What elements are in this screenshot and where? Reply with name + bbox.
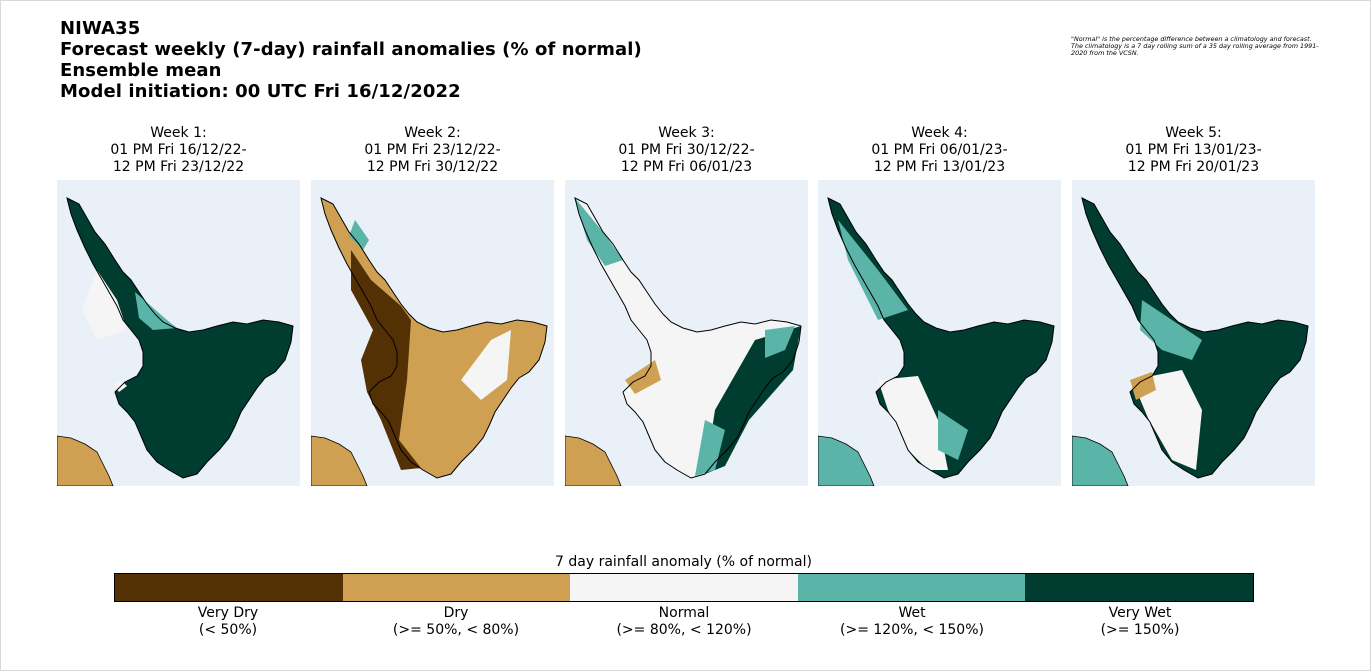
colorbar-label: 7 day rainfall anomaly (% of normal)	[555, 554, 812, 570]
anomaly-region	[705, 326, 801, 474]
week-start: 01 PM Fri 30/12/22-	[618, 142, 755, 158]
week-end: 12 PM Fri 13/01/23	[873, 159, 1006, 175]
anomaly-region	[878, 376, 948, 470]
anomaly-region	[938, 410, 968, 460]
week-start: 01 PM Fri 13/01/23-	[1125, 142, 1262, 158]
week-3-title: Week 3: 01 PM Fri 30/12/22- 12 PM Fri 06…	[565, 125, 808, 177]
anomaly-region	[82, 270, 127, 340]
week-2-map	[311, 180, 554, 486]
anomaly-region	[1130, 372, 1156, 400]
week-5-title: Week 5: 01 PM Fri 13/01/23- 12 PM Fri 20…	[1072, 125, 1315, 177]
anomaly-map	[311, 197, 548, 486]
legend-name: Normal	[658, 605, 710, 621]
week-4-map	[818, 180, 1061, 486]
normal-definition-note: "Normal" is the percentage difference be…	[1071, 35, 1319, 57]
colorbar-very-dry-swatch	[115, 574, 343, 601]
anomaly-region	[695, 420, 725, 476]
legend-range: (< 50%)	[198, 622, 258, 638]
week-4-panel: Week 4: 01 PM Fri 06/01/23- 12 PM Fri 13…	[818, 125, 1061, 486]
legend-normal: Normal (>= 80%, < 120%)	[570, 605, 798, 639]
week-start: 01 PM Fri 16/12/22-	[110, 142, 247, 158]
week-end: 12 PM Fri 06/01/23	[620, 159, 753, 175]
coastline	[574, 197, 802, 479]
week-5-panel: Week 5: 01 PM Fri 13/01/23- 12 PM Fri 20…	[1072, 125, 1315, 486]
south-island-region	[818, 435, 875, 486]
title-line-initiation: Model initiation: 00 UTC Fri 16/12/2022	[60, 81, 461, 102]
anomaly-region	[461, 330, 511, 400]
week-start: 01 PM Fri 23/12/22-	[364, 142, 501, 158]
legend-range: (>= 50%, < 80%)	[392, 622, 520, 638]
south-island-region	[57, 435, 114, 486]
week-end: 12 PM Fri 20/01/23	[1127, 159, 1260, 175]
week-label: Week 3:	[658, 125, 715, 141]
week-2-panel: Week 2: 01 PM Fri 23/12/22- 12 PM Fri 30…	[311, 125, 554, 486]
anomaly-region	[575, 198, 623, 266]
south-island-region	[565, 435, 622, 486]
coastline	[1081, 197, 1309, 479]
colorbar-normal-swatch	[570, 574, 798, 601]
anomaly-region	[765, 326, 795, 358]
anomaly-map	[57, 197, 294, 486]
week-4-title: Week 4: 01 PM Fri 06/01/23- 12 PM Fri 13…	[818, 125, 1061, 177]
anomaly-region	[1132, 370, 1202, 470]
legend-name: Wet	[898, 605, 926, 621]
week-label: Week 4:	[911, 125, 968, 141]
week-end: 12 PM Fri 30/12/22	[366, 159, 499, 175]
anomaly-region	[351, 250, 421, 470]
anomaly-map	[565, 197, 802, 486]
week-3-map	[565, 180, 808, 486]
coastline	[320, 197, 548, 479]
week-label: Week 1:	[150, 125, 207, 141]
anomaly-region	[349, 220, 369, 250]
legend-name: Dry	[443, 605, 469, 621]
week-start: 01 PM Fri 06/01/23-	[871, 142, 1008, 158]
legend-range: (>= 80%, < 120%)	[616, 622, 752, 638]
week-5-map	[1072, 180, 1315, 486]
legend-very-wet: Very Wet (>= 150%)	[1026, 605, 1254, 639]
figure-title: NIWA35 Forecast weekly (7-day) rainfall …	[60, 18, 642, 102]
legend-dry: Dry (>= 50%, < 80%)	[342, 605, 570, 639]
week-label: Week 2:	[404, 125, 461, 141]
anomaly-region	[1140, 300, 1202, 360]
south-island-region	[311, 435, 368, 486]
title-line-ensemble: Ensemble mean	[60, 60, 222, 81]
coastline	[66, 197, 294, 479]
week-end: 12 PM Fri 23/12/22	[112, 159, 245, 175]
legend-very-dry: Very Dry (< 50%)	[114, 605, 342, 639]
anomaly-region	[838, 220, 908, 320]
week-label: Week 5:	[1165, 125, 1222, 141]
coastline	[827, 197, 1055, 479]
week-2-title: Week 2: 01 PM Fri 23/12/22- 12 PM Fri 30…	[311, 125, 554, 177]
legend-name: Very Dry	[197, 605, 259, 621]
south-island-region	[1072, 435, 1129, 486]
colorbar-legend: Very Dry (< 50%) Dry (>= 50%, < 80%) Nor…	[114, 605, 1254, 639]
anomaly-map	[1072, 197, 1309, 486]
anomaly-map	[818, 197, 1055, 486]
legend-range: (>= 150%)	[1100, 622, 1180, 638]
title-line-description: Forecast weekly (7-day) rainfall anomali…	[60, 39, 642, 60]
week-1-title: Week 1: 01 PM Fri 16/12/22- 12 PM Fri 23…	[57, 125, 300, 177]
legend-wet: Wet (>= 120%, < 150%)	[798, 605, 1026, 639]
week-1-map	[57, 180, 300, 486]
colorbar-very-wet-swatch	[1025, 574, 1253, 601]
title-line-model: NIWA35	[60, 18, 141, 39]
legend-range: (>= 120%, < 150%)	[840, 622, 984, 638]
colorbar-wet-swatch	[797, 574, 1026, 601]
week-1-panel: Week 1: 01 PM Fri 16/12/22- 12 PM Fri 23…	[57, 125, 300, 486]
legend-name: Very Wet	[1108, 605, 1172, 621]
week-3-panel: Week 3: 01 PM Fri 30/12/22- 12 PM Fri 06…	[565, 125, 808, 486]
colorbar	[114, 573, 1254, 602]
colorbar-dry-swatch	[342, 574, 571, 601]
